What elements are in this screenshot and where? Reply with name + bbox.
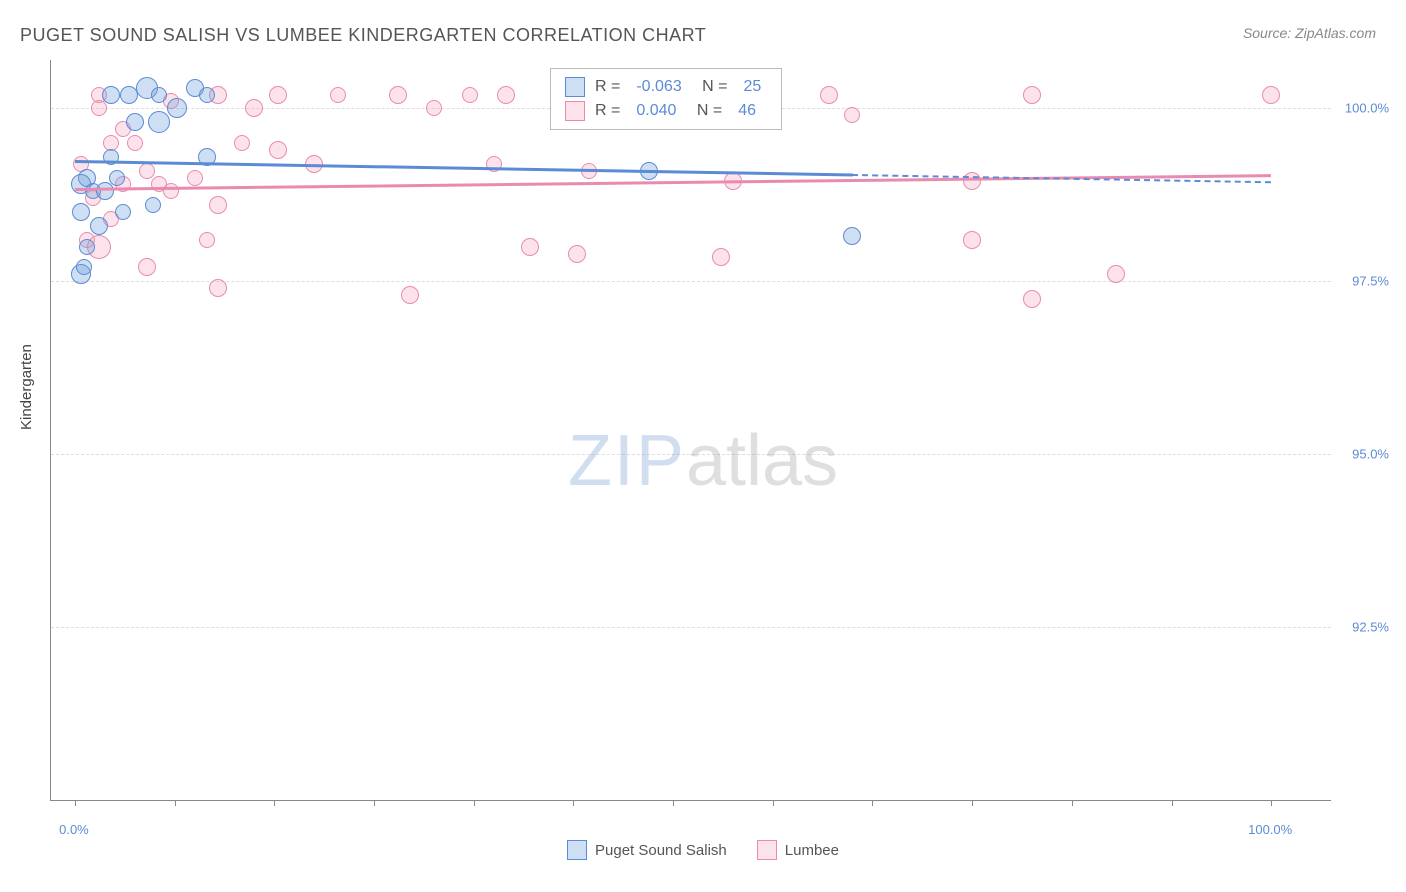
gridline xyxy=(51,454,1331,455)
scatter-point xyxy=(72,203,90,221)
x-tick xyxy=(374,800,375,806)
stat-legend-row: R = -0.063 N = 25 xyxy=(565,75,767,99)
legend-item: Puget Sound Salish xyxy=(567,840,727,860)
y-tick-label: 100.0% xyxy=(1345,101,1389,116)
legend-swatch-icon xyxy=(565,101,585,121)
scatter-point xyxy=(389,86,407,104)
scatter-point xyxy=(187,170,203,186)
trend-line xyxy=(75,174,1271,190)
scatter-point xyxy=(462,87,478,103)
scatter-point xyxy=(521,238,539,256)
scatter-point xyxy=(126,113,144,131)
x-tick xyxy=(673,800,674,806)
y-axis-label: Kindergarten xyxy=(18,344,35,430)
stat-legend-row: R = 0.040 N = 46 xyxy=(565,99,767,123)
scatter-point xyxy=(115,204,131,220)
scatter-point xyxy=(497,86,515,104)
legend-swatch-icon xyxy=(565,77,585,97)
x-tick xyxy=(872,800,873,806)
scatter-point xyxy=(1107,265,1125,283)
scatter-point xyxy=(1262,86,1280,104)
scatter-point xyxy=(401,286,419,304)
scatter-point xyxy=(209,196,227,214)
stat-r-label: R = xyxy=(595,78,620,96)
scatter-point xyxy=(234,135,250,151)
scatter-point xyxy=(963,172,981,190)
x-tick xyxy=(1172,800,1173,806)
stat-n-value: 25 xyxy=(744,78,762,96)
stat-r-value: -0.063 xyxy=(636,78,681,96)
x-tick-label: 100.0% xyxy=(1248,822,1292,837)
stat-n-label: N = xyxy=(692,102,722,120)
scatter-point xyxy=(102,86,120,104)
scatter-point xyxy=(209,279,227,297)
x-tick xyxy=(972,800,973,806)
x-tick xyxy=(1072,800,1073,806)
stats-legend: R = -0.063 N = 25 R = 0.040 N = 46 xyxy=(550,68,782,130)
scatter-point xyxy=(820,86,838,104)
scatter-point xyxy=(91,100,107,116)
stat-r-value: 0.040 xyxy=(636,102,676,120)
scatter-point xyxy=(151,87,167,103)
source-attribution: Source: ZipAtlas.com xyxy=(1243,25,1376,41)
scatter-point xyxy=(127,135,143,151)
scatter-point xyxy=(245,99,263,117)
x-tick xyxy=(175,800,176,806)
scatter-point xyxy=(1023,86,1041,104)
scatter-point xyxy=(199,87,215,103)
scatter-point xyxy=(1023,290,1041,308)
scatter-point xyxy=(269,86,287,104)
stat-r-label: R = xyxy=(595,102,620,120)
x-tick xyxy=(75,800,76,806)
stat-n-label: N = xyxy=(698,78,728,96)
scatter-point xyxy=(199,232,215,248)
scatter-point xyxy=(139,163,155,179)
scatter-point xyxy=(269,141,287,159)
x-tick xyxy=(773,800,774,806)
legend-swatch-icon xyxy=(757,840,777,860)
scatter-point xyxy=(844,107,860,123)
scatter-point xyxy=(426,100,442,116)
legend-swatch-icon xyxy=(567,840,587,860)
scatter-point xyxy=(138,258,156,276)
scatter-point xyxy=(109,170,125,186)
series-legend: Puget Sound Salish Lumbee xyxy=(0,840,1406,860)
chart-title: PUGET SOUND SALISH VS LUMBEE KINDERGARTE… xyxy=(20,25,706,46)
x-tick xyxy=(573,800,574,806)
legend-item: Lumbee xyxy=(757,840,839,860)
x-tick xyxy=(1271,800,1272,806)
gridline xyxy=(51,281,1331,282)
y-tick-label: 95.0% xyxy=(1352,447,1389,462)
stat-n-value: 46 xyxy=(738,102,756,120)
plot-area: 92.5%95.0%97.5%100.0% xyxy=(50,60,1331,801)
y-tick-label: 97.5% xyxy=(1352,274,1389,289)
x-tick xyxy=(274,800,275,806)
scatter-point xyxy=(90,217,108,235)
scatter-point xyxy=(330,87,346,103)
scatter-point xyxy=(145,197,161,213)
legend-label: Lumbee xyxy=(785,842,839,859)
scatter-point xyxy=(79,239,95,255)
scatter-point xyxy=(96,182,114,200)
y-tick-label: 92.5% xyxy=(1352,620,1389,635)
scatter-point xyxy=(151,176,167,192)
scatter-point xyxy=(843,227,861,245)
legend-label: Puget Sound Salish xyxy=(595,842,727,859)
scatter-point xyxy=(568,245,586,263)
scatter-point xyxy=(76,259,92,275)
scatter-point xyxy=(148,111,170,133)
x-tick-label: 0.0% xyxy=(59,822,89,837)
scatter-point xyxy=(712,248,730,266)
x-tick xyxy=(474,800,475,806)
scatter-point xyxy=(963,231,981,249)
gridline xyxy=(51,627,1331,628)
scatter-point xyxy=(167,98,187,118)
